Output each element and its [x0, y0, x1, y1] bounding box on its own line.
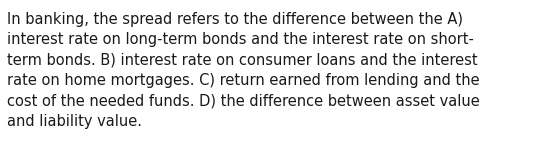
Text: In banking, the spread refers to the difference between the A)
interest rate on : In banking, the spread refers to the dif…: [7, 12, 479, 129]
